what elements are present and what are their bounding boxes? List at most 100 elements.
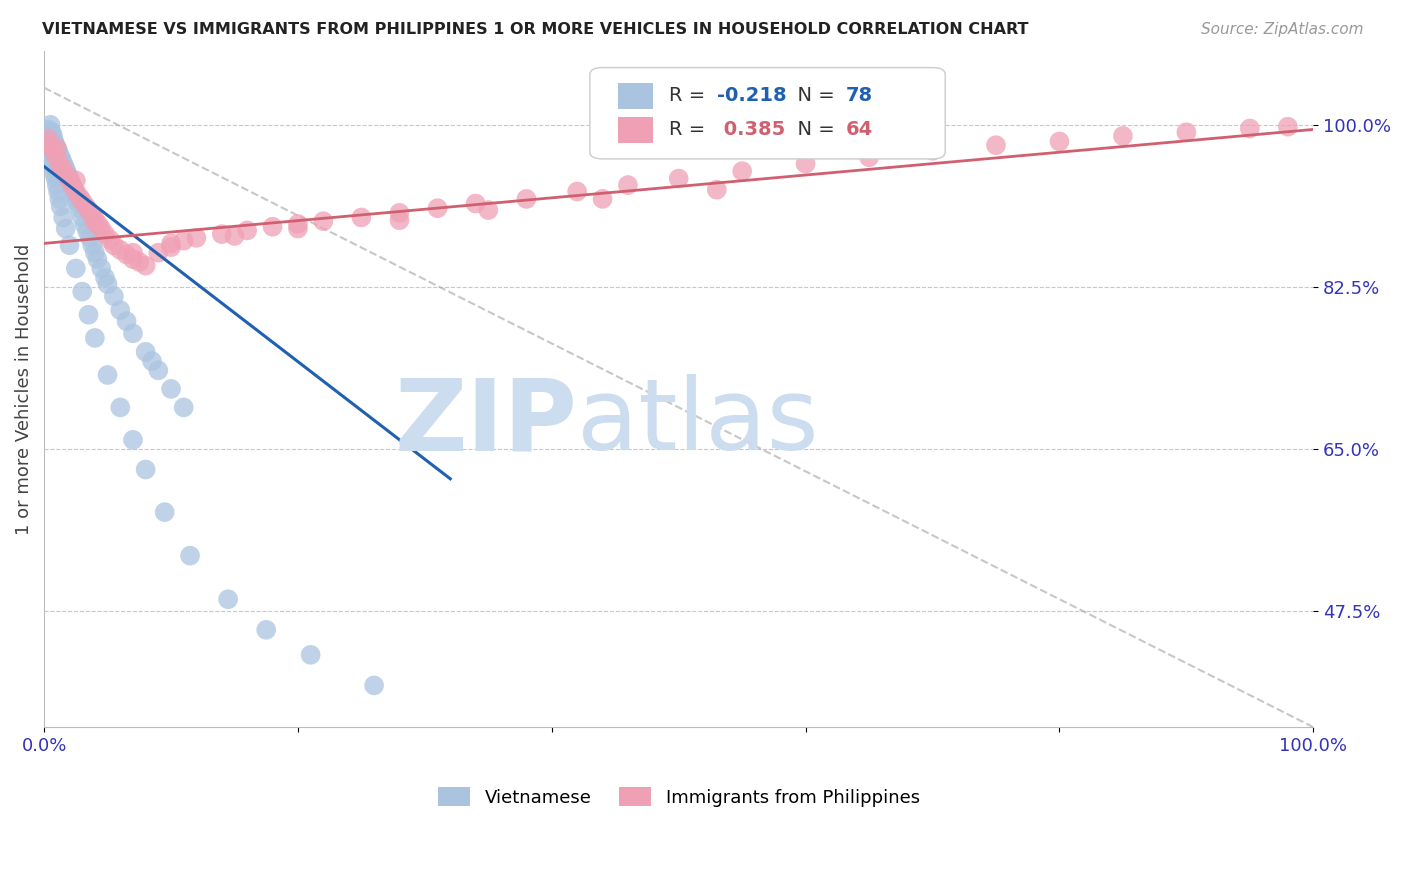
Text: VIETNAMESE VS IMMIGRANTS FROM PHILIPPINES 1 OR MORE VEHICLES IN HOUSEHOLD CORREL: VIETNAMESE VS IMMIGRANTS FROM PHILIPPINE… [42, 22, 1029, 37]
Point [42, 160, 65, 174]
Point [565, 185, 588, 199]
Point [37, 132, 59, 146]
Legend: Vietnamese, Immigrants from Philippines: Vietnamese, Immigrants from Philippines [430, 780, 927, 814]
Point [363, 678, 385, 692]
Point [83, 331, 105, 345]
Point [63, 185, 86, 199]
Point [41, 153, 63, 167]
Point [128, 255, 150, 269]
Point [148, 363, 170, 377]
Point [1239, 121, 1261, 136]
Point [110, 243, 132, 257]
Point [60, 178, 83, 192]
Point [82, 209, 104, 223]
Text: R =: R = [668, 86, 711, 105]
Point [135, 344, 157, 359]
Point [110, 401, 132, 415]
Point [1112, 128, 1135, 143]
Point [53, 160, 76, 174]
Point [67, 196, 90, 211]
Point [44, 150, 66, 164]
Text: atlas: atlas [576, 375, 818, 471]
Point [65, 185, 87, 199]
Point [69, 201, 91, 215]
Text: N =: N = [786, 86, 841, 105]
Point [984, 138, 1007, 153]
Point [48, 157, 70, 171]
FancyBboxPatch shape [617, 83, 654, 109]
Point [65, 187, 87, 202]
Point [56, 166, 79, 180]
Point [41, 141, 63, 155]
Text: 64: 64 [846, 120, 873, 138]
Point [173, 401, 195, 415]
Y-axis label: 1 or more Vehicles in Household: 1 or more Vehicles in Household [15, 244, 32, 534]
Point [37, 122, 59, 136]
Point [287, 221, 309, 235]
Point [160, 382, 183, 396]
Point [90, 221, 112, 235]
Point [426, 201, 449, 215]
Point [211, 227, 233, 241]
Point [39, 118, 62, 132]
Point [51, 153, 73, 167]
Point [110, 303, 132, 318]
Point [70, 285, 93, 299]
Point [73, 218, 96, 232]
Point [179, 549, 201, 563]
Point [70, 194, 93, 208]
Point [1175, 125, 1198, 139]
Point [98, 233, 121, 247]
Point [45, 150, 67, 164]
Point [668, 171, 690, 186]
Point [52, 211, 75, 225]
Point [42, 128, 65, 143]
Point [76, 224, 98, 238]
Point [55, 162, 77, 177]
Point [49, 150, 72, 164]
Point [58, 171, 80, 186]
Point [921, 144, 943, 158]
Point [37, 136, 59, 151]
Point [38, 141, 60, 155]
Point [122, 433, 145, 447]
Point [617, 178, 640, 192]
Point [592, 192, 614, 206]
Point [115, 314, 138, 328]
Point [77, 202, 100, 217]
Text: R =: R = [668, 120, 711, 138]
Point [44, 171, 66, 186]
Text: -0.218: -0.218 [717, 86, 786, 105]
Point [515, 192, 537, 206]
Point [48, 147, 70, 161]
Point [79, 231, 101, 245]
Point [49, 199, 72, 213]
Point [350, 211, 373, 225]
Point [135, 259, 157, 273]
Text: 78: 78 [846, 86, 873, 105]
Point [83, 245, 105, 260]
Point [122, 252, 145, 267]
Point [90, 261, 112, 276]
Point [160, 236, 183, 251]
Point [45, 154, 67, 169]
Point [82, 238, 104, 252]
Point [731, 164, 754, 178]
Point [44, 138, 66, 153]
Point [45, 141, 67, 155]
Point [153, 505, 176, 519]
Point [254, 623, 277, 637]
Point [58, 169, 80, 183]
Point [115, 247, 138, 261]
Point [83, 215, 105, 229]
Point [65, 173, 87, 187]
Text: 0.385: 0.385 [717, 120, 785, 138]
Point [38, 127, 60, 141]
Point [46, 185, 69, 199]
Point [299, 648, 322, 662]
Point [94, 270, 117, 285]
Point [97, 368, 120, 382]
FancyBboxPatch shape [591, 68, 945, 159]
FancyBboxPatch shape [617, 117, 654, 143]
Point [1277, 120, 1299, 134]
